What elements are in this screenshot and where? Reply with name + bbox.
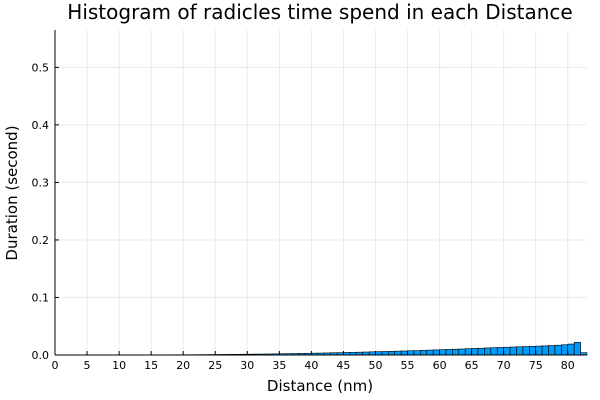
- histogram-bar: [452, 348, 460, 356]
- histogram-bar: [439, 349, 447, 356]
- x-tick-label: 0: [52, 359, 59, 372]
- histogram-bar: [420, 350, 428, 356]
- histogram-bar: [541, 345, 549, 356]
- histogram-bar: [490, 347, 498, 356]
- y-tick-label: 0.5: [32, 61, 50, 74]
- histogram-bar: [458, 348, 466, 356]
- histogram-bar: [464, 348, 472, 356]
- histogram-bar: [413, 350, 421, 356]
- x-tick-label: 5: [84, 359, 91, 372]
- histogram-bar: [407, 350, 415, 356]
- histogram-bar: [381, 351, 389, 356]
- histogram-bar: [503, 346, 511, 356]
- x-tick-label: 25: [208, 359, 222, 372]
- histogram-bar: [561, 344, 569, 356]
- histogram-bar: [522, 346, 530, 356]
- y-tick-label: 0.0: [32, 349, 50, 362]
- y-tick-label: 0.4: [32, 119, 50, 132]
- x-tick-labels: 0 5 10 15 20 25 30 35 40 45 50 55 60 65 70 75 80: [52, 351, 575, 372]
- x-tick-label: 60: [433, 359, 447, 372]
- histogram-bar: [400, 350, 408, 356]
- histogram-bar: [388, 351, 396, 356]
- histogram-bar: [535, 345, 543, 356]
- y-axis-label: Duration (second): [3, 125, 21, 260]
- x-tick-label: 70: [497, 359, 511, 372]
- histogram-bar: [477, 347, 485, 356]
- histogram-bar: [516, 346, 524, 356]
- x-tick-label: 55: [401, 359, 415, 372]
- grid-lines: [54, 30, 587, 356]
- histogram-bar: [548, 345, 556, 356]
- x-tick-label: 45: [336, 359, 350, 372]
- y-tick-label: 0.3: [32, 176, 50, 189]
- chart-title: Histogram of radicles time spend in each…: [67, 0, 572, 24]
- histogram-bar: [375, 351, 383, 356]
- x-tick-label: 30: [240, 359, 254, 372]
- histogram-bar: [394, 350, 402, 356]
- histogram-bar: [567, 343, 575, 356]
- x-tick-label: 35: [272, 359, 286, 372]
- x-tick-label: 65: [465, 359, 479, 372]
- histogram-bar: [529, 346, 537, 356]
- y-tick-labels: 0.0 0.1 0.2 0.3 0.4 0.5: [32, 61, 59, 362]
- x-tick-label: 80: [561, 359, 575, 372]
- histogram-bar: [484, 347, 492, 356]
- x-tick-label: 50: [368, 359, 382, 372]
- y-tick-label: 0.1: [32, 291, 50, 304]
- histogram-bar: [573, 342, 581, 356]
- histogram-bar: [554, 344, 562, 356]
- bars: [105, 342, 588, 356]
- x-tick-label: 75: [529, 359, 543, 372]
- histogram-bar: [432, 349, 440, 356]
- axes: [54, 30, 587, 356]
- x-tick-label: 10: [112, 359, 126, 372]
- x-axis-label: Distance (nm): [267, 377, 373, 395]
- histogram-bar: [496, 347, 504, 356]
- histogram-bar: [445, 349, 453, 356]
- x-tick-label: 40: [304, 359, 318, 372]
- y-tick-label: 0.2: [32, 234, 50, 247]
- histogram-bar: [509, 346, 517, 356]
- histogram-bar: [471, 348, 479, 356]
- x-tick-label: 15: [144, 359, 158, 372]
- x-tick-label: 20: [176, 359, 190, 372]
- histogram-bar: [426, 349, 434, 356]
